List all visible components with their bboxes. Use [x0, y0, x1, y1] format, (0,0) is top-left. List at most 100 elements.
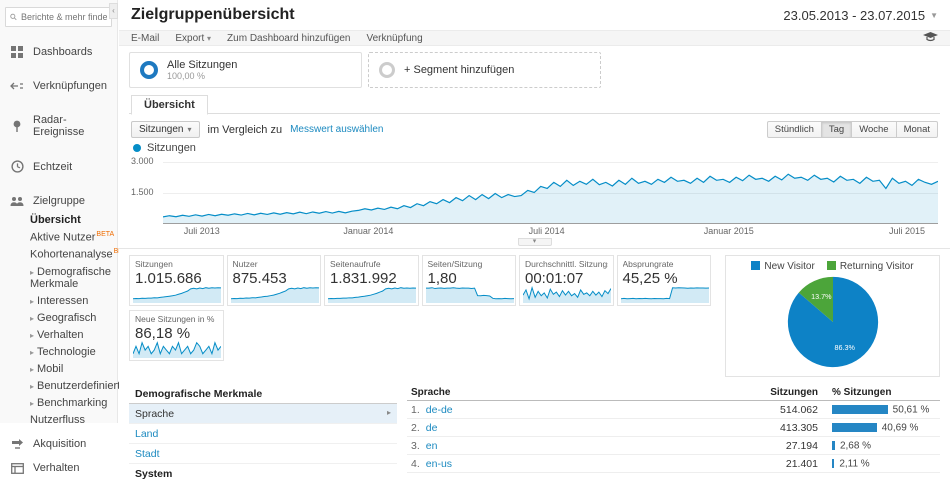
series-dot-icon	[133, 144, 141, 152]
series-label: Sitzungen	[147, 142, 196, 154]
subnav-nutzerfluss[interactable]: Nutzerfluss	[30, 413, 86, 426]
sidebar-collapse-button[interactable]: ‹	[109, 3, 118, 19]
subnav-benutzerdefiniert[interactable]: ▸ Benutzerdefiniert	[30, 379, 121, 392]
metric-sitzungen[interactable]: Sitzungen 1.015.686	[129, 255, 224, 306]
segment-label: Alle Sitzungen	[167, 59, 238, 71]
add-segment-button[interactable]: + Segment hinzufügen	[368, 52, 601, 88]
sidebar-item-label: Verknüpfungen	[33, 80, 108, 92]
subnav-mobil[interactable]: ▸ Mobil	[30, 362, 64, 375]
subnav-interessen[interactable]: ▸ Interessen	[30, 294, 89, 307]
chevron-down-icon: ▾	[207, 33, 212, 43]
granularity-stuendlich[interactable]: Stündlich	[766, 121, 822, 138]
metric-absprungrate[interactable]: Absprungrate 45,25 %	[616, 255, 711, 306]
education-cap-icon[interactable]	[923, 31, 938, 45]
chart-controls: Sitzungen ▾ im Vergleich zu Messwert ausw…	[131, 121, 938, 138]
shortcut-button[interactable]: Verknüpfung	[366, 32, 423, 44]
sidebar-item-akquisition[interactable]: Akquisition	[0, 432, 117, 456]
subnav-benchmarking[interactable]: ▸ Benchmarking	[30, 396, 108, 409]
subnav-aktive-nutzer[interactable]: Aktive NutzerBETA	[30, 230, 115, 244]
col-header-sitzungen[interactable]: Sitzungen	[750, 385, 822, 401]
chevron-right-icon: ▸	[30, 313, 35, 323]
dimension-list: Demografische Merkmale Sprache ▸ Land Sta…	[129, 385, 397, 483]
add-to-dashboard-button[interactable]: Zum Dashboard hinzufügen	[227, 32, 351, 44]
pct-bar	[832, 405, 888, 415]
table-row: 3. en 27.194 2,68 %	[407, 436, 940, 455]
x-axis-tick: Januar 2015	[703, 226, 754, 236]
granularity-tag[interactable]: Tag	[821, 121, 853, 138]
export-button[interactable]: Export ▾	[175, 32, 212, 44]
chart-legend: Sitzungen	[133, 142, 940, 154]
search-input[interactable]	[21, 12, 107, 22]
lang-link[interactable]: en-us	[425, 457, 453, 470]
legend-swatch-icon	[751, 261, 761, 270]
chevron-down-icon: ▼	[930, 10, 938, 20]
svg-text:13.7%: 13.7%	[811, 292, 832, 301]
subnav-technologie[interactable]: ▸ Technologie	[30, 345, 96, 358]
metric-seiten-pro-sitzung[interactable]: Seiten/Sitzung 1,80	[421, 255, 516, 306]
pie-legend: New Visitor Returning Visitor	[726, 260, 939, 272]
segment-all-sessions[interactable]: Alle Sitzungen 100,00 %	[129, 52, 362, 88]
sidebar-item-radar-ereignisse[interactable]: Radar-Ereignisse	[0, 103, 117, 149]
subnav-demografische-merkmale[interactable]: ▸ Demografische Merkmale	[30, 265, 111, 290]
col-header-sprache[interactable]: Sprache	[407, 385, 750, 401]
metric-neue-sitzungen[interactable]: Neue Sitzungen in % 86,18 %	[129, 310, 224, 361]
segment-percent: 100,00 %	[167, 71, 206, 81]
sessions-timeseries-chart: 3.000 1.500	[129, 156, 940, 224]
chart-expand-button[interactable]: ▾	[517, 238, 552, 246]
chevron-right-icon: ▸	[30, 398, 35, 408]
audience-subnav: Übersicht Aktive NutzerBETA Kohortenanal…	[0, 211, 131, 428]
sidebar-item-zielgruppe[interactable]: Zielgruppe	[0, 184, 117, 209]
sidebar-item-dashboards[interactable]: Dashboards	[0, 35, 117, 69]
chevron-right-icon: ▸	[30, 347, 35, 357]
dimension-group-header: Demografische Merkmale	[129, 385, 397, 404]
metric-sitzungsdauer[interactable]: Durchschnittl. Sitzungsdauer 00:01:07	[519, 255, 614, 306]
select-metric-link[interactable]: Messwert auswählen	[290, 124, 384, 135]
visitor-type-pie-chart[interactable]: 86.3% 13.7%	[785, 274, 881, 370]
metric-cards: Sitzungen 1.015.686 Nutzer 875.453 Seite…	[129, 255, 717, 377]
table-row: 2. de 413.305 40,69 %	[407, 418, 940, 437]
pct-bar	[832, 459, 835, 469]
chevron-right-icon: ▸	[30, 381, 35, 391]
sidebar-item-echtzeit[interactable]: Echtzeit	[0, 149, 117, 184]
subnav-verhalten[interactable]: ▸ Verhalten	[30, 328, 84, 341]
intelligence-pin-icon	[9, 120, 25, 133]
chevron-down-icon: ▾	[187, 125, 192, 134]
audience-people-icon	[9, 196, 25, 207]
chevron-right-icon: ▸	[30, 330, 35, 340]
legend-returning-visitor: Returning Visitor	[826, 260, 914, 272]
report-search[interactable]	[5, 7, 112, 27]
metric-seitenaufrufe[interactable]: Seitenaufrufe 1.831.992	[324, 255, 419, 306]
granularity-woche[interactable]: Woche	[852, 121, 897, 138]
subnav-uebersicht[interactable]: Übersicht	[30, 213, 81, 226]
granularity-monat[interactable]: Monat	[896, 121, 938, 138]
dimension-land[interactable]: Land	[129, 424, 397, 444]
y-axis-tick: 1.500	[131, 187, 154, 197]
visitor-type-panel: New Visitor Returning Visitor 86.3% 13.7%	[725, 255, 940, 377]
lang-link[interactable]: de	[425, 421, 438, 434]
subnav-kohortenanalyse[interactable]: KohortenanalyseBETA	[0, 246, 131, 264]
metric-nutzer[interactable]: Nutzer 875.453	[226, 255, 321, 306]
x-axis-tick: Juli 2014	[528, 226, 565, 236]
sidebar-item-label: Zielgruppe	[33, 195, 85, 207]
chevron-right-icon: ▸	[386, 407, 391, 417]
sparkline	[133, 286, 221, 303]
dimension-stadt[interactable]: Stadt	[129, 444, 397, 464]
email-button[interactable]: E-Mail	[131, 32, 160, 44]
subnav-geografisch[interactable]: ▸ Geografisch	[30, 311, 97, 324]
add-segment-label: + Segment hinzufügen	[404, 64, 515, 76]
x-axis-tick: Juli 2015	[888, 226, 926, 236]
pct-bar	[832, 423, 877, 433]
date-range-selector[interactable]: 23.05.2013 - 23.07.2015 ▼	[783, 8, 938, 23]
sidebar-item-verhalten-main[interactable]: Verhalten	[0, 456, 117, 480]
lang-link[interactable]: de-de	[425, 403, 453, 416]
sidebar-item-label: Echtzeit	[33, 160, 73, 173]
col-header-pct-sitzungen[interactable]: % Sitzungen	[822, 385, 940, 401]
behavior-window-icon	[9, 462, 25, 474]
sidebar-item-verknuepfungen[interactable]: Verknüpfungen	[0, 69, 117, 103]
tab-uebersicht[interactable]: Übersicht	[131, 95, 208, 115]
chevron-right-icon: ▸	[30, 296, 35, 306]
chart-plot-area[interactable]	[163, 162, 938, 224]
metric-select[interactable]: Sitzungen ▾	[131, 121, 200, 138]
dimension-sprache[interactable]: Sprache ▸	[129, 404, 397, 424]
lang-link[interactable]: en	[425, 439, 438, 452]
